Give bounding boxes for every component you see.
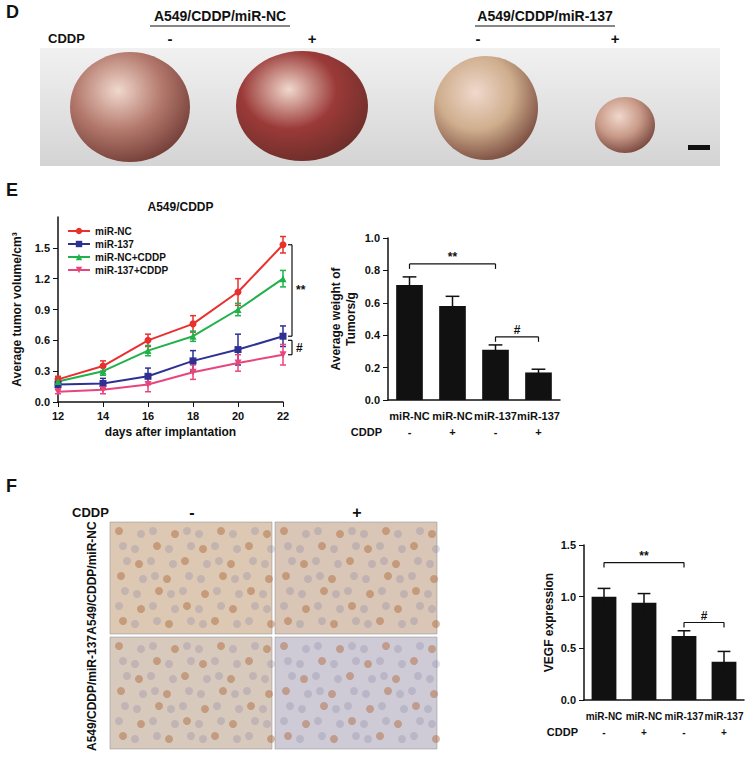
svg-text:miR-137: miR-137 (705, 711, 744, 722)
svg-text:0.4: 0.4 (365, 329, 381, 341)
svg-text:#: # (296, 341, 303, 355)
svg-text:-: - (602, 727, 605, 738)
svg-text:miR-137: miR-137 (474, 410, 517, 422)
svg-text:Tumors/g: Tumors/g (344, 292, 358, 346)
svg-text:Average tumor volume/cm³: Average tumor volume/cm³ (10, 232, 24, 386)
svg-text:**: ** (296, 283, 306, 297)
svg-text:-: - (189, 504, 194, 521)
svg-text:A549/CDDP/miR-NC: A549/CDDP/miR-NC (154, 8, 286, 24)
svg-text:VEGF expression: VEGF expression (542, 573, 556, 672)
svg-text:+: + (611, 30, 620, 47)
svg-text:0.3: 0.3 (35, 365, 50, 377)
svg-text:1.0: 1.0 (365, 232, 380, 244)
svg-text:miR-137: miR-137 (95, 239, 134, 250)
svg-text:**: ** (448, 250, 458, 264)
svg-text:20: 20 (232, 410, 244, 422)
svg-text:#: # (701, 609, 708, 623)
svg-text:-: - (682, 727, 685, 738)
svg-text:0.6: 0.6 (365, 297, 380, 309)
svg-text:miR-NC+CDDP: miR-NC+CDDP (95, 252, 166, 263)
svg-text:18: 18 (187, 410, 199, 422)
svg-text:E: E (6, 180, 18, 200)
svg-text:+: + (308, 30, 317, 47)
svg-text:days after implantation: days after implantation (105, 425, 236, 439)
svg-text:CDDP: CDDP (48, 31, 85, 46)
svg-text:Average weight of: Average weight of (329, 267, 343, 371)
svg-text:A549/CDDP/miR-137: A549/CDDP/miR-137 (85, 635, 99, 751)
svg-text:#: # (514, 323, 521, 337)
svg-text:CDDP: CDDP (351, 426, 382, 438)
svg-text:+: + (449, 426, 455, 438)
svg-text:22: 22 (277, 410, 289, 422)
svg-text:+: + (721, 727, 727, 738)
svg-text:+: + (352, 504, 361, 521)
svg-text:miR-137+CDDP: miR-137+CDDP (95, 265, 168, 276)
svg-text:CDDP: CDDP (547, 726, 578, 738)
svg-text:**: ** (639, 549, 649, 563)
svg-text:miR-NC: miR-NC (389, 410, 429, 422)
svg-text:0.0: 0.0 (35, 396, 50, 408)
svg-text:0.2: 0.2 (365, 362, 380, 374)
svg-text:A549/CDDP/miR-137: A549/CDDP/miR-137 (477, 8, 613, 24)
svg-text:0.6: 0.6 (35, 334, 50, 346)
svg-text:-: - (494, 426, 498, 438)
svg-text:F: F (6, 476, 17, 496)
svg-text:miR-137: miR-137 (665, 711, 704, 722)
svg-text:CDDP: CDDP (72, 505, 109, 520)
svg-text:0.8: 0.8 (365, 264, 380, 276)
svg-text:+: + (535, 426, 541, 438)
svg-text:0.0: 0.0 (365, 394, 380, 406)
svg-text:-: - (168, 30, 173, 47)
svg-text:1.2: 1.2 (35, 273, 50, 285)
svg-text:miR-NC: miR-NC (95, 226, 132, 237)
svg-text:miR-NC: miR-NC (586, 711, 623, 722)
svg-text:0.0: 0.0 (561, 694, 576, 706)
svg-text:miR-137: miR-137 (517, 410, 560, 422)
svg-text:+: + (641, 727, 647, 738)
svg-text:0.9: 0.9 (35, 304, 50, 316)
svg-text:14: 14 (97, 410, 110, 422)
svg-text:D: D (6, 2, 19, 22)
svg-text:0.5: 0.5 (561, 642, 576, 654)
svg-text:1.0: 1.0 (561, 591, 576, 603)
svg-text:1.5: 1.5 (561, 539, 576, 551)
svg-text:-: - (408, 426, 412, 438)
svg-text:miR-NC: miR-NC (432, 410, 472, 422)
svg-text:A549/CDDP/miR-NC: A549/CDDP/miR-NC (85, 521, 99, 635)
svg-text:1.5: 1.5 (35, 242, 50, 254)
svg-text:A549/CDDP: A549/CDDP (147, 200, 213, 214)
svg-text:16: 16 (142, 410, 154, 422)
svg-text:12: 12 (52, 410, 64, 422)
svg-text:-: - (476, 30, 481, 47)
svg-text:miR-NC: miR-NC (626, 711, 663, 722)
